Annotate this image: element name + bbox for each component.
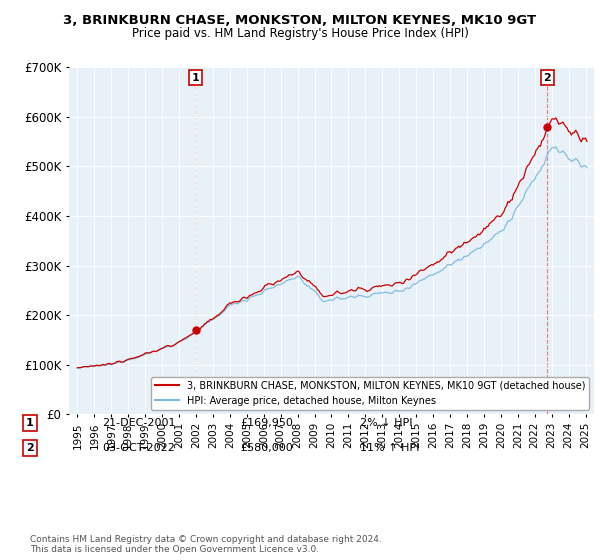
Text: 3, BRINKBURN CHASE, MONKSTON, MILTON KEYNES, MK10 9GT: 3, BRINKBURN CHASE, MONKSTON, MILTON KEY… — [64, 14, 536, 27]
Text: 21-DEC-2001: 21-DEC-2001 — [102, 418, 176, 428]
Legend: 3, BRINKBURN CHASE, MONKSTON, MILTON KEYNES, MK10 9GT (detached house), HPI: Ave: 3, BRINKBURN CHASE, MONKSTON, MILTON KEY… — [151, 377, 589, 409]
Text: 1: 1 — [191, 73, 199, 83]
Text: Price paid vs. HM Land Registry's House Price Index (HPI): Price paid vs. HM Land Registry's House … — [131, 27, 469, 40]
Text: 2: 2 — [26, 443, 34, 453]
Text: Contains HM Land Registry data © Crown copyright and database right 2024.
This d: Contains HM Land Registry data © Crown c… — [30, 535, 382, 554]
Text: 2% ↓ HPI: 2% ↓ HPI — [360, 418, 413, 428]
Text: 2: 2 — [544, 73, 551, 83]
Text: 03-OCT-2022: 03-OCT-2022 — [102, 443, 175, 453]
Text: £169,950: £169,950 — [240, 418, 293, 428]
Text: £580,000: £580,000 — [240, 443, 293, 453]
Text: 11% ↑ HPI: 11% ↑ HPI — [360, 443, 419, 453]
Text: 1: 1 — [26, 418, 34, 428]
